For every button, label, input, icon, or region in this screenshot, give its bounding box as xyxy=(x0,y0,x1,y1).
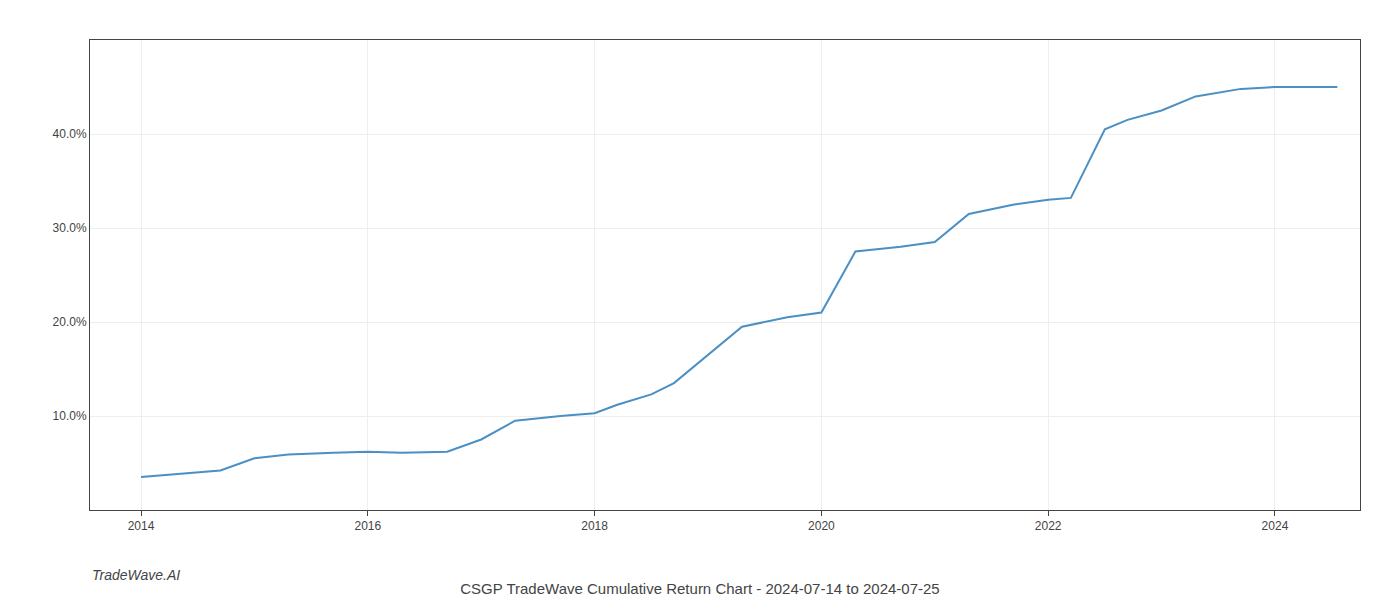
svg-text:2014: 2014 xyxy=(128,519,155,533)
svg-text:40.0%: 40.0% xyxy=(53,127,87,141)
svg-text:TradeWave.AI: TradeWave.AI xyxy=(92,567,180,583)
svg-text:2022: 2022 xyxy=(1035,519,1062,533)
svg-text:10.0%: 10.0% xyxy=(53,409,87,423)
svg-text:2018: 2018 xyxy=(581,519,608,533)
svg-text:30.0%: 30.0% xyxy=(53,221,87,235)
svg-text:2016: 2016 xyxy=(354,519,381,533)
svg-text:2024: 2024 xyxy=(1262,519,1289,533)
svg-text:CSGP TradeWave Cumulative Retu: CSGP TradeWave Cumulative Return Chart -… xyxy=(460,580,939,597)
svg-text:20.0%: 20.0% xyxy=(53,315,87,329)
svg-text:2020: 2020 xyxy=(808,519,835,533)
